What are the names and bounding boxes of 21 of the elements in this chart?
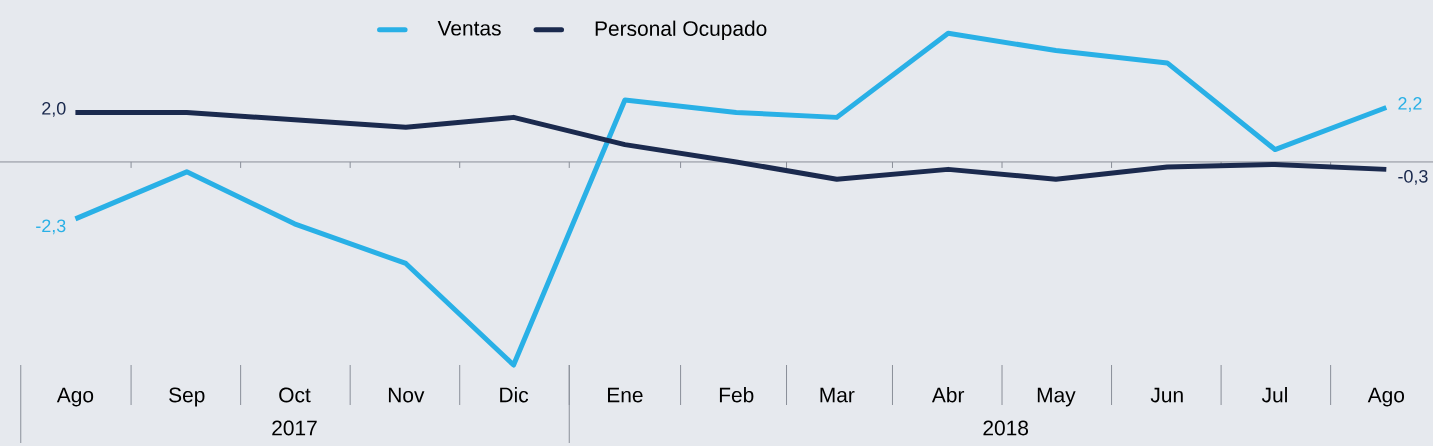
x-tick-label: Ene xyxy=(608,387,643,403)
x-tick-label: Jul xyxy=(1261,387,1287,403)
x-tick-label: Mar xyxy=(820,387,855,403)
x-tick-label: Nov xyxy=(388,387,425,403)
x-tick-label: Dic xyxy=(500,387,529,403)
data-label: 2,0 xyxy=(42,102,66,117)
x-tick-label: Feb xyxy=(719,387,754,403)
x-tick-label: Ago xyxy=(1367,387,1405,407)
x-tick-label: Oct xyxy=(279,387,311,403)
x-tick-label: Sep xyxy=(169,387,205,407)
x-tick-label: May xyxy=(1037,387,1076,407)
x-tick-label: Ago xyxy=(56,387,94,407)
x-tick-label: Abr xyxy=(931,387,965,403)
legend-label: Ventas xyxy=(437,20,501,36)
data-label: -2,3 xyxy=(36,219,66,235)
text: 2017 xyxy=(272,420,317,436)
text: 2018 xyxy=(983,420,1029,436)
x-tick-label: Jun xyxy=(1150,387,1183,403)
data-label: -0,3 xyxy=(1398,169,1428,185)
data-label: 2,2 xyxy=(1398,97,1422,112)
legend-label: Personal Ocupado xyxy=(595,20,767,41)
